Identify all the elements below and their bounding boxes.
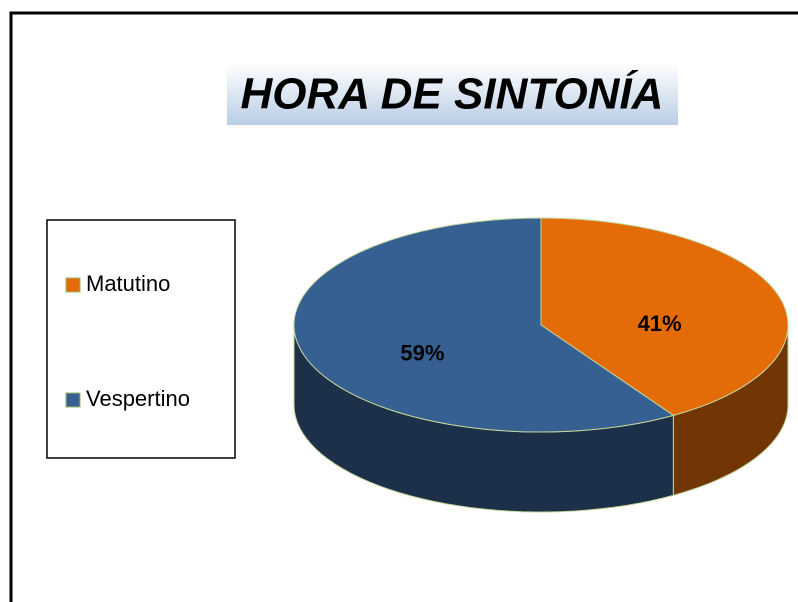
legend-label: Matutino <box>86 271 170 296</box>
pie-slice <box>293 217 675 433</box>
legend-swatch <box>65 392 81 408</box>
plot <box>293 217 789 513</box>
legend-swatch <box>65 277 81 293</box>
pie-slice <box>540 217 789 416</box>
legend-label: Vespertino <box>86 386 190 411</box>
title-box <box>227 63 678 125</box>
data-label: 41% <box>638 311 682 336</box>
chart-title: HORA DE SINTONÍA <box>241 69 664 119</box>
data-label: 59% <box>400 341 444 366</box>
legend-box <box>46 219 236 459</box>
